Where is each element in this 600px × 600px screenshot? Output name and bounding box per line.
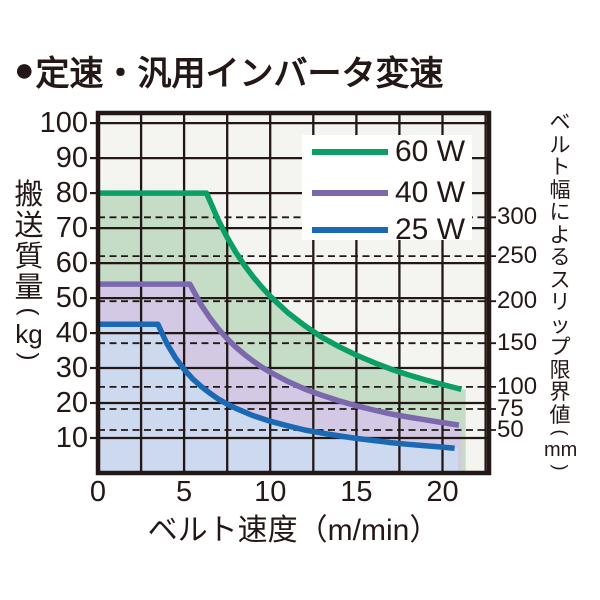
series-fill-25w [98,324,458,473]
legend-label-40w: 40 W [395,176,466,209]
y2-axis-title: ベルト幅によるスリップ限界値 ( mm ) [544,111,578,473]
x-axis-tick-label: 20 [426,476,459,508]
y2-axis-tick-label: 200 [497,287,538,315]
chart-title: ● 定速・汎用インバータ変速 [14,46,444,95]
legend: 60 W 40 W 25 W [302,135,472,245]
y-axis-tick-label: 40 [55,317,88,350]
series-curve-25w [98,321,455,451]
y-axis-tick-label: 10 [55,422,88,454]
series-curve-40w [98,281,460,428]
legend-label-25w: 25 W [395,213,466,246]
x-axis-tick-label: 5 [176,476,193,508]
y2-axis-tick-label: 300 [497,203,538,231]
y-axis-tick-label: 50 [55,282,88,315]
x-axis-tick-label: 10 [254,476,287,508]
y-axis-tick-label: 90 [55,142,88,175]
y-axis-unit: kg [15,319,43,349]
y2-axis-unit: mm [544,439,578,461]
y2-axis-tick-label: 250 [497,242,538,270]
y-axis-tick-label: 100 [39,107,88,140]
x-axis-title: ベルト速度（m/min） [147,514,440,547]
legend-swatch-60w [312,149,388,155]
legend-item-25w: 25 W [312,215,465,245]
y-axis-tick-label: 60 [55,247,88,280]
y2-axis-tick-label: 150 [497,329,538,357]
y2-axis-title-text: ベルト幅によるスリップ限界値 [549,111,571,427]
legend-label-60w: 60 W [395,135,466,168]
x-axis-tick-label: 0 [89,476,107,508]
legend-item-60w: 60 W [312,137,465,167]
y-axis-tick-label: 70 [55,212,88,245]
y-axis-tick-label: 20 [55,387,88,420]
legend-item-40w: 40 W [312,178,465,208]
y-axis-title-text: 搬送質量 [14,179,44,304]
bullet-icon: ● [14,51,35,89]
y-axis-title: 搬送質量 ( kg ) [10,180,48,364]
legend-swatch-25w [312,227,388,233]
y-axis-tick-label: 30 [55,352,88,385]
plot-border [95,110,492,476]
y2-axis-tick-label: 50 [497,415,524,443]
series-curve-60w [98,190,463,393]
y-axis-tick-label: 80 [55,177,88,210]
paren-close: ) [550,464,571,471]
y2-axis-tick-label: 75 [497,394,524,422]
chart-title-text: 定速・汎用インバータ変速 [35,55,444,93]
y2-axis-tick-label: 100 [497,372,538,400]
x-axis-tick-label: 15 [340,476,373,508]
legend-swatch-40w [312,190,388,196]
